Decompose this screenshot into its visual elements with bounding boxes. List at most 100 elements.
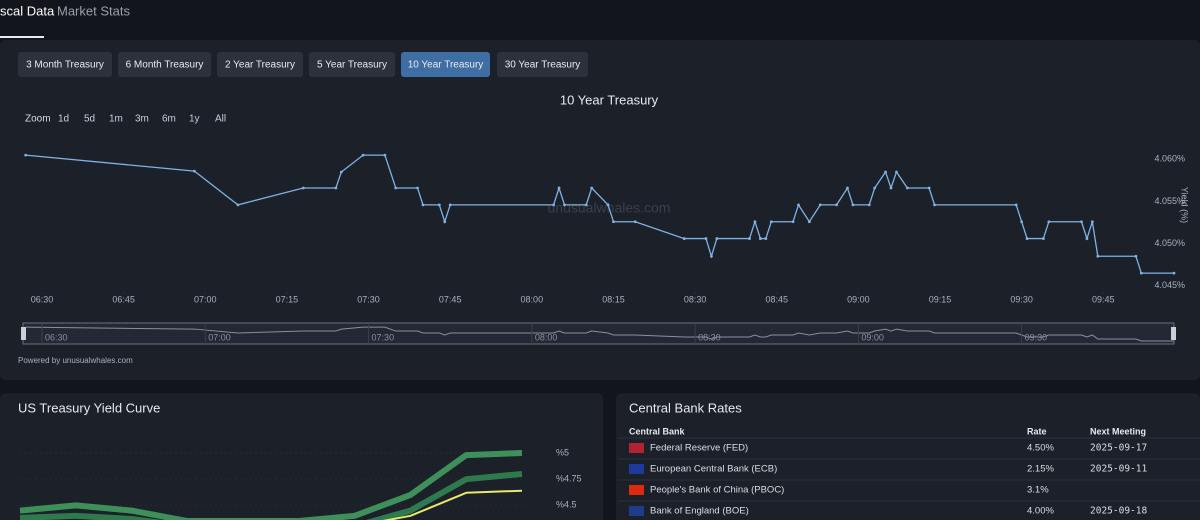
table-cell: 4.50% bbox=[1027, 443, 1054, 454]
table-header: Central Bank bbox=[629, 426, 686, 436]
x-tick-label: 09:30 bbox=[1010, 294, 1033, 304]
table-cell: 4.00% bbox=[1027, 506, 1054, 517]
table-cell: People's Bank of China (PBOC) bbox=[650, 485, 784, 496]
yield-point bbox=[846, 186, 849, 190]
zoom-option[interactable]: All bbox=[215, 114, 226, 125]
yield-point bbox=[758, 237, 762, 240]
yield-point bbox=[236, 203, 240, 207]
content: scal Data Market Stats 3 Month Treasury 6 M… bbox=[0, 3, 1200, 520]
treasury-button[interactable] bbox=[118, 52, 211, 77]
x-tick-label: 07:45 bbox=[439, 294, 462, 304]
zoom-option[interactable]: 1m bbox=[109, 114, 123, 125]
x-tick-label: 09:00 bbox=[847, 294, 870, 304]
yield-point bbox=[1020, 220, 1024, 224]
yield-point bbox=[682, 237, 686, 240]
treasury-button[interactable] bbox=[401, 52, 490, 77]
navigator-handle[interactable] bbox=[1171, 327, 1176, 340]
yield-point bbox=[715, 237, 719, 240]
treasury-button-label[interactable]: 10 Year Treasury bbox=[408, 60, 484, 71]
yield-point bbox=[557, 186, 561, 190]
treasury-button[interactable] bbox=[18, 52, 112, 77]
curve bbox=[19, 470, 523, 520]
navigator-line bbox=[25, 326, 1174, 342]
y-tick-label: %4.5 bbox=[556, 500, 577, 510]
yield-point bbox=[416, 186, 419, 190]
table-header: Rate bbox=[1027, 426, 1047, 436]
treasury-button[interactable] bbox=[309, 52, 395, 77]
table-cell: 2.15% bbox=[1027, 464, 1054, 475]
yield-point bbox=[448, 203, 452, 207]
y-axis-label: Yield (%) bbox=[1180, 187, 1190, 223]
yield-point bbox=[927, 186, 931, 190]
yield-point bbox=[633, 220, 637, 224]
treasury-button-label[interactable]: 5 Year Treasury bbox=[317, 60, 387, 71]
yield-curves bbox=[19, 450, 523, 520]
yield-point bbox=[818, 203, 822, 207]
yield-point bbox=[1172, 271, 1176, 275]
yield-point bbox=[791, 220, 795, 224]
table-cell: Federal Reserve (FED) bbox=[650, 443, 748, 454]
treasury-button-label[interactable]: 2 Year Treasury bbox=[225, 60, 295, 71]
treasury-button-label[interactable]: 6 Month Treasury bbox=[126, 60, 204, 71]
zoom-option[interactable]: 5d bbox=[84, 114, 95, 125]
table-cell: 3.1% bbox=[1027, 485, 1049, 496]
zoom-option[interactable]: 3m bbox=[135, 114, 149, 125]
zoom-option[interactable]: 1d bbox=[58, 114, 69, 125]
treasury-button[interactable] bbox=[217, 52, 303, 77]
table-cell: Bank of England (BOE) bbox=[650, 506, 749, 517]
yield-point bbox=[590, 186, 594, 190]
treasury-button-label[interactable]: 30 Year Treasury bbox=[505, 60, 581, 71]
treasury-button-label[interactable]: 3 Month Treasury bbox=[26, 60, 104, 71]
yield-point bbox=[421, 203, 425, 207]
yield-point bbox=[1014, 203, 1018, 207]
bank-panel bbox=[616, 393, 1200, 520]
x-tick-label: 08:30 bbox=[684, 294, 707, 304]
yield-point bbox=[1025, 237, 1029, 240]
yield-point bbox=[1139, 271, 1143, 275]
nav-tab[interactable]: Market Stats bbox=[57, 3, 130, 18]
flag bbox=[629, 506, 644, 516]
x-tick-label: 09:15 bbox=[929, 294, 952, 304]
nav-tab[interactable]: scal Data bbox=[0, 3, 55, 18]
yield-point bbox=[933, 203, 936, 207]
chart-panel bbox=[0, 40, 1200, 380]
yield-point bbox=[851, 203, 855, 207]
treasury-button[interactable] bbox=[497, 52, 588, 77]
panel-title: US Treasury Yield Curve bbox=[18, 400, 160, 415]
y-tick-label: 4.055% bbox=[1154, 196, 1185, 206]
yield-point bbox=[552, 203, 555, 207]
yield-point bbox=[334, 186, 338, 190]
zoom-option[interactable]: 1y bbox=[189, 114, 200, 125]
yield-point bbox=[764, 237, 768, 240]
top-bar bbox=[0, 0, 1200, 38]
x-tick-label: 09:45 bbox=[1092, 294, 1115, 304]
yield-point bbox=[612, 220, 615, 224]
y-tick-label: 4.045% bbox=[1154, 280, 1185, 290]
navigator-tick-label: 09:00 bbox=[861, 332, 884, 342]
table-cell: European Central Bank (ECB) bbox=[650, 464, 777, 475]
x-tick-label: 06:45 bbox=[112, 294, 135, 304]
yield-point bbox=[873, 186, 877, 190]
x-tick-label: 07:30 bbox=[357, 294, 380, 304]
zoom-option[interactable]: 6m bbox=[162, 114, 176, 125]
yield-point bbox=[1090, 220, 1094, 224]
x-tick-label: 07:15 bbox=[276, 294, 299, 304]
yield-point bbox=[1080, 220, 1083, 224]
x-tick-label: 06:30 bbox=[31, 294, 54, 304]
yield-point bbox=[710, 254, 713, 258]
yield-point bbox=[835, 203, 838, 207]
y-tick-label: %4.75 bbox=[556, 474, 582, 484]
credit: Powered by unusualwhales.com bbox=[18, 356, 133, 365]
chart-title: 10 Year Treasury bbox=[560, 92, 659, 107]
navigator-handle[interactable] bbox=[21, 327, 26, 340]
yield-point bbox=[905, 186, 909, 190]
flag bbox=[629, 443, 644, 453]
x-tick-label: 08:00 bbox=[521, 294, 544, 304]
curve bbox=[19, 450, 523, 520]
y-tick-label: 4.060% bbox=[1154, 154, 1185, 164]
yield-point bbox=[437, 203, 441, 207]
navigator-tick-label: 08:30 bbox=[698, 332, 721, 342]
yield-point bbox=[443, 220, 447, 224]
table-cell: 2025-09-11 bbox=[1090, 464, 1147, 475]
yield-point bbox=[584, 203, 588, 207]
